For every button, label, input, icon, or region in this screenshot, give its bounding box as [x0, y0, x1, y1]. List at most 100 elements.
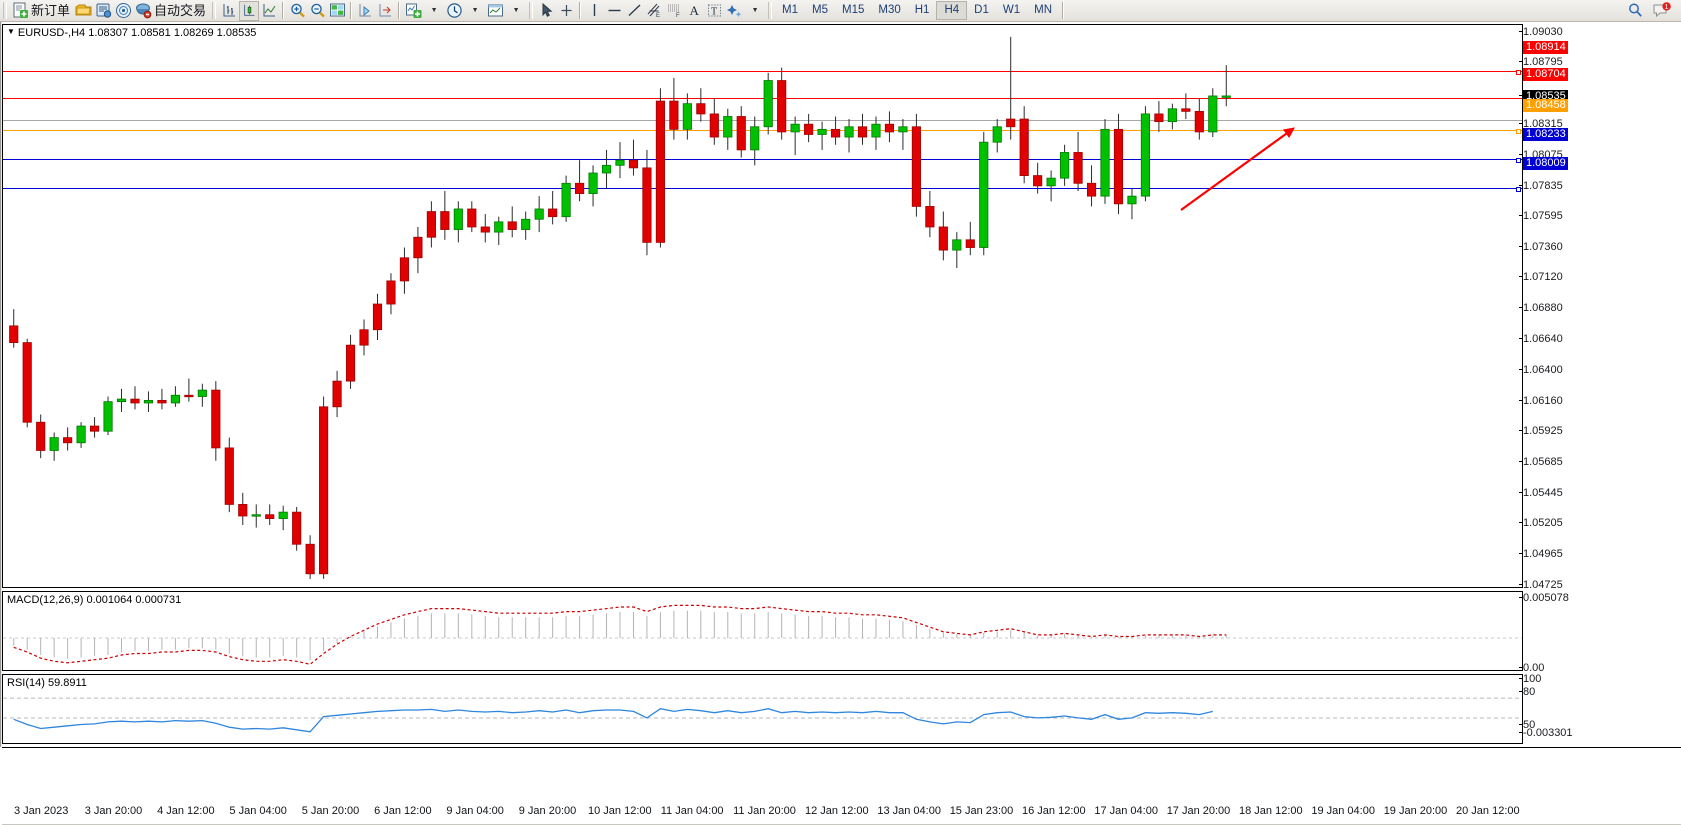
new-order-icon[interactable] [10, 1, 30, 21]
zoom-out-icon[interactable] [307, 1, 327, 21]
toolbar-grip[interactable] [3, 2, 7, 19]
timeframe-m15[interactable]: M15 [842, 4, 865, 16]
price-scale[interactable]: 1.09030 1.08795 1.08535 1.08315 1.08075 1.078… [1518, 22, 1681, 825]
folder-icon[interactable] [73, 1, 93, 21]
candlestick-series [9, 36, 1231, 579]
entry-line[interactable] [3, 129, 1522, 134]
price-tick: 1.05685 [1519, 455, 1563, 468]
resistance-line-1-handle[interactable] [1516, 70, 1521, 75]
indicators-icon[interactable] [403, 1, 423, 21]
entry-level-badge[interactable]: 1.08458 [1523, 99, 1568, 113]
search-icon[interactable] [1625, 1, 1645, 21]
trendline-icon[interactable] [624, 1, 644, 21]
auto-trading-icon[interactable] [133, 1, 153, 21]
support-level-2-badge[interactable]: 1.08009 [1523, 157, 1568, 171]
timeframe-m1[interactable]: M1 [782, 4, 799, 16]
macd-tick: -0.003301 [1519, 727, 1573, 739]
time-tick: 5 Jan 20:00 [301, 805, 360, 817]
timeframe-w1[interactable]: W1 [1002, 4, 1021, 16]
chart-area[interactable]: ▼ EURUSD-,H4 1.08307 1.08581 1.08269 1.08… [0, 22, 1681, 825]
toolbar-separator-1 [282, 2, 285, 19]
support-line-1[interactable] [3, 158, 1522, 163]
text-icon[interactable]: A [684, 1, 704, 21]
new-order-label[interactable]: 新订单 [31, 2, 71, 18]
timeframe-h1[interactable]: H1 [914, 4, 930, 16]
tile-windows-icon[interactable] [327, 1, 347, 21]
resistance-line-1[interactable] [3, 70, 1522, 75]
macd-panel[interactable]: MACD(12,26,9) 0.001064 0.000731 [2, 591, 1523, 671]
time-tick: 17 Jan 20:00 [1166, 805, 1231, 817]
time-tick: 16 Jan 12:00 [1022, 805, 1086, 817]
svg-text:T: T [711, 7, 717, 18]
price-tick: 1.09030 [1519, 26, 1563, 38]
timeframe-mn[interactable]: MN [1034, 4, 1052, 16]
time-tick: 17 Jan 04:00 [1094, 805, 1158, 817]
alerts-icon[interactable]: 1 [1651, 1, 1673, 21]
rsi-tick: 50 [1518, 719, 1536, 731]
templates-icon[interactable] [485, 1, 505, 21]
cursor-icon[interactable] [536, 1, 556, 21]
svg-text:A: A [689, 3, 699, 18]
shapes-dropdown-caret[interactable]: ▼ [751, 7, 759, 14]
auto-scroll-icon[interactable] [355, 1, 375, 21]
time-tick: 11 Jan 04:00 [660, 805, 724, 817]
support-level-1-badge[interactable]: 1.08233 [1523, 128, 1568, 142]
price-tick: 1.08075 [1519, 148, 1563, 161]
auto-trading-label[interactable]: 自动交易 [154, 2, 207, 18]
resistance-level-1-badge[interactable]: 1.08914 [1523, 40, 1568, 54]
timeframe-h4[interactable]: H4 [936, 1, 968, 20]
time-axis[interactable]: 3 Jan 2023 3 Jan 20:00 4 Jan 12:00 5 Jan 04… [2, 747, 1681, 825]
support-line-2[interactable] [3, 187, 1522, 192]
toolbar-grip-2[interactable] [212, 2, 217, 19]
timeframe-m5[interactable]: M5 [812, 4, 828, 16]
fibonacci-icon[interactable]: F [664, 1, 684, 21]
price-tick: 1.08795 [1519, 56, 1563, 69]
navigator-icon[interactable] [113, 1, 133, 21]
vline-icon[interactable] [584, 1, 604, 21]
indicators-dropdown-caret[interactable]: ▼ [430, 7, 438, 14]
price-tick: 1.06400 [1519, 363, 1563, 376]
hline-icon[interactable] [604, 1, 624, 21]
price-tick: 1.06640 [1519, 333, 1563, 345]
time-tick: 19 Jan 20:00 [1383, 805, 1448, 817]
chart-symbol-label: ▼ EURUSD-,H4 1.08307 1.08581 1.08269 1.08… [7, 27, 257, 39]
price-chart-panel[interactable]: ▼ EURUSD-,H4 1.08307 1.08581 1.08269 1.08… [2, 24, 1523, 588]
bar-chart-icon[interactable] [219, 1, 239, 21]
support-line-1-handle[interactable] [1516, 158, 1521, 163]
rsi-series [3, 697, 1522, 733]
resistance-level-2-badge[interactable]: 1.08704 [1523, 67, 1568, 81]
price-tick: 1.05445 [1519, 486, 1563, 499]
notification-count: 1 [1665, 4, 1669, 11]
chart-left-border [0, 22, 2, 747]
crosshair-icon[interactable] [556, 1, 576, 21]
time-tick: 3 Jan 20:00 [84, 805, 143, 817]
chart-shift-icon[interactable] [375, 1, 395, 21]
candlestick-chart-icon[interactable] [239, 0, 260, 21]
resistance-line-2[interactable] [3, 98, 1522, 99]
support-line-2-handle[interactable] [1516, 187, 1521, 192]
toolbar-separator-4 [579, 2, 582, 19]
line-chart-icon[interactable] [259, 1, 279, 21]
rsi-panel[interactable]: RSI(14) 59.8911 [2, 674, 1523, 744]
time-tick: 3 Jan 2023 [13, 805, 69, 817]
timeframe-m30[interactable]: M30 [878, 4, 901, 16]
equidistant-channel-icon[interactable]: E [644, 1, 664, 21]
toolbar-grip-3[interactable] [529, 2, 534, 19]
time-tick: 20 Jan 12:00 [1456, 805, 1520, 817]
zoom-in-icon[interactable] [287, 1, 307, 21]
period-icon[interactable] [444, 1, 464, 21]
entry-line-handle[interactable] [1516, 129, 1521, 134]
timeframe-d1[interactable]: D1 [974, 4, 989, 16]
period-dropdown-caret[interactable]: ▼ [471, 7, 479, 14]
templates-dropdown-caret[interactable]: ▼ [512, 7, 520, 14]
bullish-trend-arrow[interactable] [3, 25, 1522, 587]
chart-collapse-icon[interactable]: ▼ [7, 27, 15, 36]
toolbar-separator-5 [1062, 2, 1064, 19]
shapes-icon[interactable] [724, 1, 744, 21]
toolbar-grip-4[interactable] [768, 2, 773, 19]
price-tick: 1.05205 [1519, 517, 1563, 530]
text-label-icon[interactable]: T [704, 1, 724, 21]
terminal-icon[interactable] [93, 1, 113, 21]
last-price-badge[interactable]: 1.08535 [1523, 89, 1568, 103]
time-tick: 11 Jan 20:00 [733, 805, 796, 817]
